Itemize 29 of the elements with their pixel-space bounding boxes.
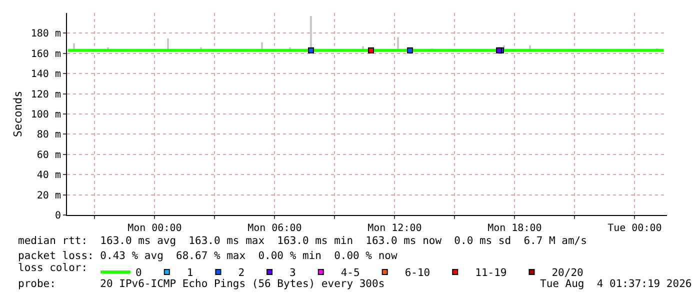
x-tick-label: Mon 12:00 bbox=[368, 223, 422, 234]
x-tick-label: Mon 18:00 bbox=[488, 223, 542, 234]
y-tick-label: 100 m bbox=[30, 110, 61, 120]
y-tick-label: 0 bbox=[54, 210, 61, 222]
y-tick-label: 180 m bbox=[30, 28, 61, 40]
y-tick-label: 20 m bbox=[36, 190, 61, 202]
x-tick-label: Mon 00:00 bbox=[128, 223, 182, 234]
legend-label: 1 bbox=[186, 267, 194, 280]
y-tick-label: 140 m bbox=[30, 69, 61, 80]
text: median rtt: 163.0 ms avg 163.0 ms max 163.0 ms min 163.0 ms now 0.0 ms sd 6.7 M am/s bbox=[18, 235, 587, 247]
legend-label: 3 bbox=[290, 267, 296, 280]
legend-label: 20/20 bbox=[552, 267, 584, 280]
x-tick-label: Mon 06:00 bbox=[248, 223, 302, 234]
y-tick-label: 120 m bbox=[30, 89, 61, 100]
legend-label: 11-19 bbox=[475, 267, 507, 280]
y-tick-label: 80 m bbox=[36, 130, 61, 141]
legend-title: loss color: bbox=[18, 262, 88, 274]
y-tick-label: 160 m bbox=[30, 48, 61, 60]
legend-label: 6-10 bbox=[404, 267, 430, 280]
legend-label: 4-5 bbox=[340, 267, 360, 280]
legend-label: 2 bbox=[238, 267, 245, 280]
text: probe: 20 IPv6-ICMP Echo Pings (56 Bytes) every 300s bbox=[18, 278, 385, 290]
y-tick-label: 60 m bbox=[36, 150, 61, 161]
x-tick-label: Tue 00:00 bbox=[608, 223, 662, 234]
y-tick-label: 40 m bbox=[36, 170, 61, 182]
text: packet loss: 0.43 % avg 68.67 % max 0.00 % min 0.00 % now bbox=[18, 250, 398, 262]
legend-label: 0 bbox=[136, 267, 142, 280]
text: Tue Aug 4 01:37:19 2026 bbox=[540, 278, 692, 290]
y-axis-title: Seconds bbox=[12, 90, 25, 138]
